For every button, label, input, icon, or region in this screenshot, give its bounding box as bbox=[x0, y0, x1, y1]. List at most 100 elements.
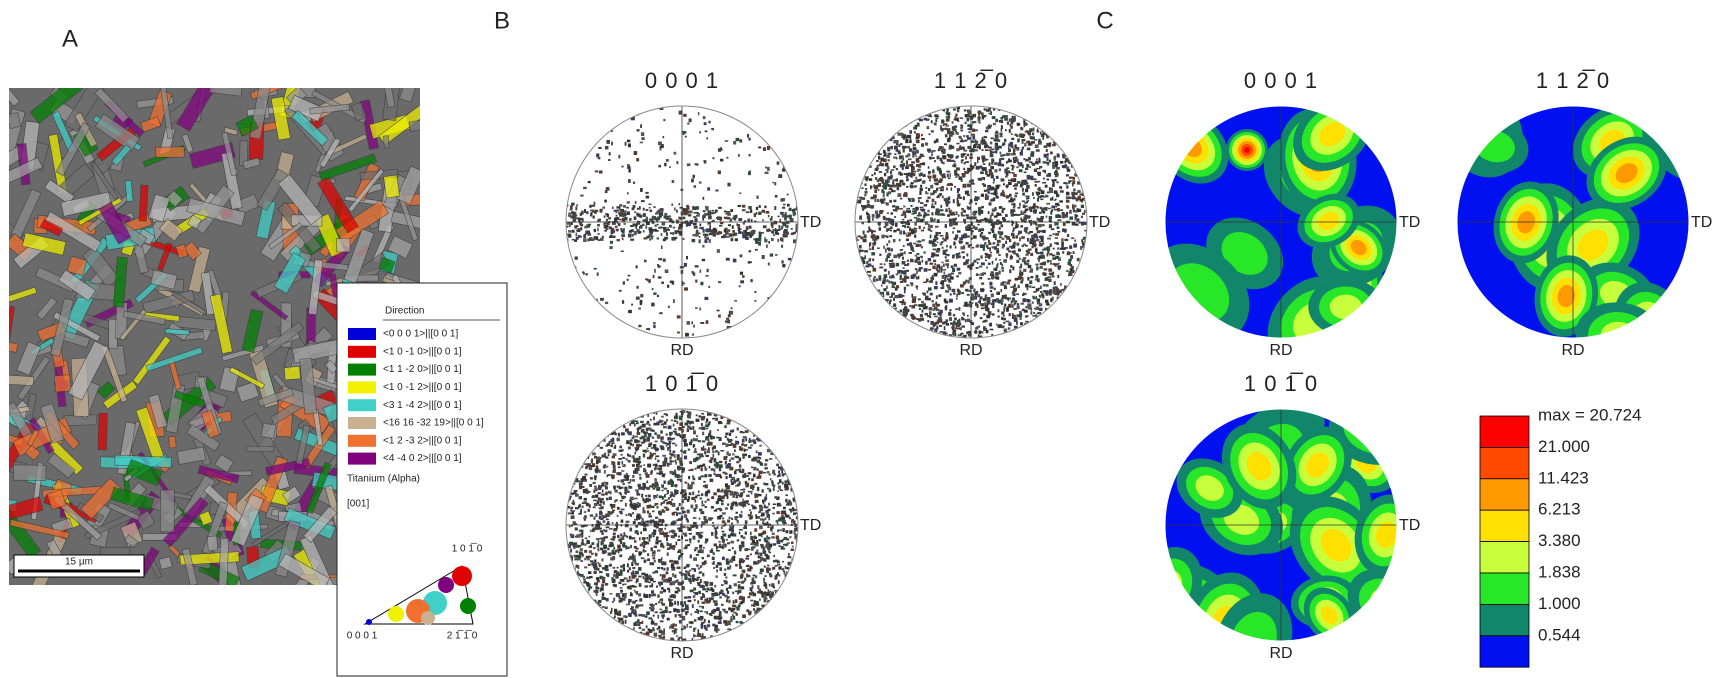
orientation-point bbox=[1085, 263, 1087, 267]
orientation-point bbox=[865, 106, 869, 108]
orientation-point bbox=[897, 324, 901, 328]
orientation-point bbox=[792, 334, 796, 338]
orientation-point bbox=[1068, 146, 1071, 151]
orientation-point bbox=[1008, 303, 1012, 308]
orientation-point bbox=[895, 168, 899, 171]
orientation-point bbox=[712, 157, 715, 160]
orientation-point bbox=[892, 238, 896, 243]
orientation-point bbox=[951, 126, 956, 130]
orientation-point bbox=[947, 273, 952, 278]
orientation-point bbox=[631, 207, 635, 211]
orientation-point bbox=[984, 256, 989, 259]
orientation-point bbox=[1069, 245, 1073, 249]
orientation-point bbox=[784, 212, 787, 216]
orientation-point bbox=[976, 261, 979, 264]
orientation-point bbox=[1049, 127, 1053, 131]
orientation-point bbox=[864, 190, 868, 194]
orientation-point bbox=[1080, 173, 1085, 177]
orientation-point bbox=[981, 167, 986, 171]
orientation-point bbox=[777, 229, 780, 231]
orientation-point bbox=[719, 158, 724, 162]
orientation-point bbox=[864, 331, 866, 336]
orientation-point bbox=[864, 250, 868, 253]
orientation-point bbox=[1069, 271, 1073, 276]
orientation-point bbox=[1068, 150, 1071, 153]
orientation-point bbox=[938, 148, 940, 151]
orientation-point bbox=[724, 231, 729, 235]
orientation-point bbox=[1070, 287, 1073, 289]
orientation-point bbox=[635, 265, 638, 269]
orientation-point bbox=[944, 224, 947, 228]
orientation-point bbox=[910, 169, 914, 174]
orientation-point bbox=[1012, 206, 1016, 209]
orientation-point bbox=[946, 128, 951, 131]
orientation-point bbox=[934, 178, 938, 182]
orientation-point bbox=[718, 314, 721, 318]
orientation-point bbox=[971, 121, 974, 124]
orientation-point bbox=[965, 161, 969, 164]
orientation-point bbox=[1046, 142, 1050, 147]
orientation-point bbox=[974, 310, 978, 315]
orientation-point bbox=[723, 216, 728, 220]
orientation-point bbox=[895, 182, 900, 187]
orientation-point bbox=[876, 141, 881, 144]
orientation-point bbox=[695, 234, 699, 237]
orientation-point bbox=[984, 242, 987, 245]
orientation-point bbox=[855, 284, 859, 288]
orientation-point bbox=[1055, 121, 1058, 124]
orientation-point bbox=[1008, 148, 1011, 153]
orientation-point bbox=[901, 163, 905, 168]
orientation-point bbox=[1074, 315, 1077, 318]
orientation-point bbox=[985, 244, 989, 248]
orientation-point bbox=[618, 289, 622, 292]
orientation-point bbox=[925, 190, 928, 195]
orientation-point bbox=[1012, 242, 1015, 246]
orientation-point bbox=[601, 235, 605, 239]
orientation-point bbox=[1046, 178, 1050, 181]
orientation-point bbox=[943, 271, 946, 274]
orientation-point bbox=[990, 111, 992, 115]
orientation-point bbox=[1050, 151, 1053, 155]
orientation-point bbox=[780, 198, 784, 202]
orientation-point bbox=[649, 229, 653, 234]
orientation-point bbox=[1023, 268, 1027, 272]
orientation-point bbox=[891, 264, 896, 268]
orientation-point bbox=[929, 106, 933, 109]
orientation-point bbox=[869, 134, 873, 139]
orientation-point bbox=[1009, 141, 1014, 146]
orientation-point bbox=[869, 327, 874, 330]
orientation-point bbox=[926, 290, 929, 294]
orientation-point bbox=[975, 142, 978, 146]
orientation-point bbox=[961, 214, 966, 217]
orientation-point bbox=[630, 117, 635, 121]
orientation-point bbox=[941, 174, 946, 178]
orientation-point bbox=[1003, 106, 1008, 108]
orientation-point bbox=[1031, 301, 1034, 304]
orientation-point bbox=[1027, 303, 1032, 308]
orientation-point bbox=[900, 160, 904, 163]
orientation-point bbox=[747, 218, 751, 223]
orientation-point bbox=[900, 214, 904, 217]
orientation-point bbox=[950, 218, 954, 222]
orientation-point bbox=[676, 230, 680, 233]
orientation-point bbox=[861, 187, 864, 190]
orientation-point bbox=[1008, 312, 1011, 317]
orientation-point bbox=[911, 198, 915, 202]
grain bbox=[343, 228, 375, 284]
orientation-point bbox=[733, 470, 737, 475]
orientation-point bbox=[1071, 150, 1076, 154]
orientation-point bbox=[924, 142, 929, 146]
orientation-point bbox=[1006, 153, 1011, 156]
orientation-point bbox=[641, 572, 646, 576]
orientation-point bbox=[899, 269, 903, 273]
orientation-point bbox=[1010, 145, 1014, 148]
orientation-point bbox=[621, 229, 625, 234]
orientation-point bbox=[774, 206, 777, 210]
orientation-point bbox=[967, 113, 970, 118]
orientation-point bbox=[986, 189, 989, 192]
orientation-point bbox=[882, 178, 885, 181]
orientation-point bbox=[747, 232, 751, 237]
orientation-point bbox=[867, 312, 870, 315]
orientation-point bbox=[619, 204, 623, 207]
orientation-point bbox=[1001, 311, 1005, 315]
